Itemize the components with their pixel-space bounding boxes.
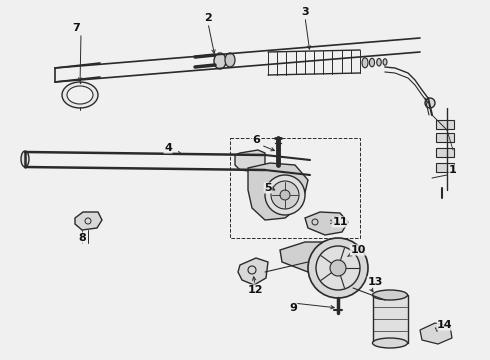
Text: 13: 13 — [368, 277, 383, 287]
Text: 3: 3 — [301, 7, 309, 17]
Ellipse shape — [372, 290, 408, 300]
Text: 2: 2 — [204, 13, 212, 23]
Circle shape — [280, 190, 290, 200]
Polygon shape — [248, 163, 308, 220]
Text: 7: 7 — [72, 23, 80, 33]
Polygon shape — [75, 212, 102, 230]
Text: 4: 4 — [164, 143, 172, 153]
Circle shape — [308, 238, 368, 298]
Text: 11: 11 — [332, 217, 348, 227]
Circle shape — [271, 181, 299, 209]
Polygon shape — [280, 242, 338, 272]
Circle shape — [425, 98, 435, 108]
Ellipse shape — [369, 58, 374, 67]
Ellipse shape — [214, 53, 226, 69]
Text: 1: 1 — [449, 165, 457, 175]
Text: 8: 8 — [78, 233, 86, 243]
Ellipse shape — [377, 58, 381, 66]
Ellipse shape — [67, 86, 93, 104]
Ellipse shape — [372, 338, 408, 348]
Ellipse shape — [21, 151, 29, 167]
Polygon shape — [420, 323, 452, 344]
Text: 5: 5 — [264, 183, 272, 193]
Text: 6: 6 — [252, 135, 260, 145]
Polygon shape — [238, 258, 268, 285]
Bar — [436, 120, 454, 129]
Ellipse shape — [225, 53, 235, 67]
Text: 14: 14 — [437, 320, 453, 330]
Text: 9: 9 — [289, 303, 297, 313]
Ellipse shape — [62, 82, 98, 108]
Circle shape — [265, 175, 305, 215]
Ellipse shape — [362, 58, 368, 68]
Bar — [436, 133, 454, 142]
Text: 12: 12 — [247, 285, 263, 295]
Ellipse shape — [383, 59, 387, 65]
Polygon shape — [305, 212, 348, 235]
Bar — [230, 138, 360, 238]
Bar — [436, 148, 454, 157]
Circle shape — [330, 260, 346, 276]
Polygon shape — [235, 150, 265, 172]
Circle shape — [316, 246, 360, 290]
Bar — [373, 295, 408, 343]
Text: 10: 10 — [350, 245, 366, 255]
Bar — [436, 163, 454, 172]
